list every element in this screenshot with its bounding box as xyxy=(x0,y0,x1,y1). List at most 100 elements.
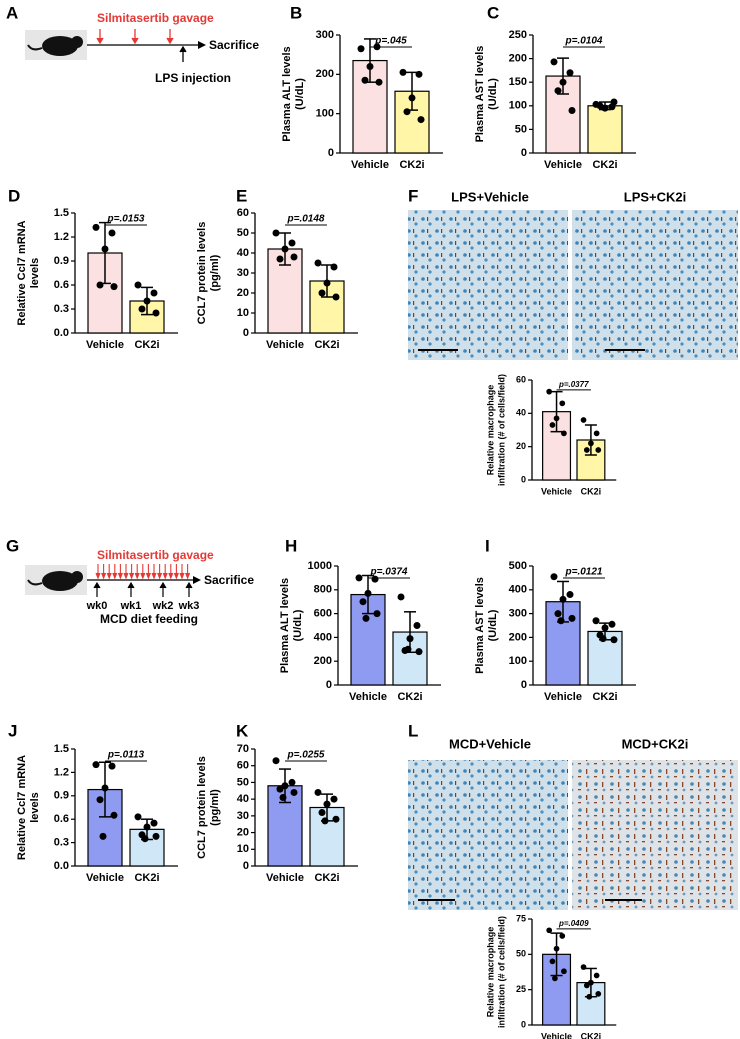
p-value: p=.0104 xyxy=(565,36,603,47)
y-tick-label: 500 xyxy=(509,560,527,572)
data-point xyxy=(608,620,616,628)
data-point xyxy=(566,69,574,77)
gavage-arrowhead xyxy=(162,572,168,580)
data-point xyxy=(276,785,284,793)
data-point xyxy=(610,636,618,644)
data-point xyxy=(281,245,289,253)
data-point xyxy=(332,815,340,823)
data-point xyxy=(288,778,296,786)
data-point xyxy=(141,835,149,843)
data-point xyxy=(593,430,600,437)
mouse-head xyxy=(71,571,83,583)
y-tick-label: 0 xyxy=(521,679,527,691)
data-point xyxy=(595,991,602,997)
y-tick-label: 30 xyxy=(237,267,249,279)
data-point xyxy=(580,417,587,423)
data-point xyxy=(357,45,365,53)
x-tick-label: Vehicle xyxy=(541,1031,572,1039)
y-tick-label: 0.6 xyxy=(54,279,69,291)
mouse-tail xyxy=(27,579,43,586)
gavage-arrowhead xyxy=(173,572,179,580)
y-tick-label: 100 xyxy=(316,108,334,120)
y-tick-label: 70 xyxy=(237,743,249,755)
x-tick-label: Vehicle xyxy=(351,159,389,171)
y-axis-label: Relative Ccl7 mRNA xyxy=(16,220,28,325)
y-axis-label: infiltration (# of cells/field) xyxy=(496,374,506,486)
x-tick-label: Vehicle xyxy=(86,872,124,884)
bar-chart: K CCL7 protein levels (pg/ml) 0 10 20 30 40 50 60… xyxy=(196,721,358,884)
y-axis-label: Relative macrophage xyxy=(485,927,495,1018)
y-tick-label: 1.5 xyxy=(54,743,69,755)
y-tick-label: 40 xyxy=(237,793,249,805)
diagram-a: A Silmitasertib gavage Sacrifice LPS inj… xyxy=(6,3,259,85)
y-tick-label: 0.9 xyxy=(54,790,69,802)
y-tick-label: 20 xyxy=(237,826,249,838)
data-point xyxy=(371,575,379,583)
data-point xyxy=(561,968,567,975)
y-tick-label: 200 xyxy=(509,631,527,643)
panel-letter: D xyxy=(8,186,20,205)
y-tick-label: 400 xyxy=(314,631,332,643)
data-point xyxy=(318,289,326,297)
y-axis-label: Plasma AST levels xyxy=(474,46,486,143)
y-axis-label: Relative Ccl7 mRNA xyxy=(16,755,28,860)
data-point xyxy=(314,259,322,267)
data-point xyxy=(150,289,158,297)
y-tick-label: 150 xyxy=(509,76,527,88)
y-tick-label: 0 xyxy=(326,679,332,691)
y-tick-label: 0 xyxy=(521,474,526,484)
y-tick-label: 40 xyxy=(237,247,249,259)
data-point xyxy=(152,309,160,317)
data-point xyxy=(550,58,558,66)
gavage-arrowhead xyxy=(129,572,135,580)
data-point xyxy=(330,795,338,803)
y-tick-label: 75 xyxy=(516,913,526,923)
x-tick-label: CK2i xyxy=(134,872,159,884)
panel-letter: B xyxy=(290,3,302,22)
p-value: p=.045 xyxy=(374,36,407,47)
data-point xyxy=(559,595,567,603)
data-point xyxy=(330,263,338,271)
diagram-g: G Silmitasertib gavage Sacrifice wk0 wk1… xyxy=(6,536,254,626)
data-point xyxy=(404,645,412,653)
image-label: LPS+Vehicle xyxy=(451,189,529,204)
y-axis-label: CCL7 protein levels xyxy=(196,222,208,325)
data-point xyxy=(362,614,370,622)
data-point xyxy=(290,788,298,796)
data-point xyxy=(323,279,331,287)
y-axis-label: Plasma ALT levels xyxy=(281,46,293,141)
data-point xyxy=(108,762,116,770)
bar xyxy=(576,981,606,1026)
panel-letter: J xyxy=(8,721,17,740)
data-point xyxy=(549,958,556,965)
data-point xyxy=(288,239,296,247)
y-axis-label: Relative macrophage xyxy=(485,385,495,476)
panel-letter: F xyxy=(408,186,418,205)
x-tick-label: Vehicle xyxy=(349,691,387,703)
gavage-label: Silmitasertib gavage xyxy=(97,548,214,562)
y-tick-label: 50 xyxy=(516,949,526,959)
data-point xyxy=(610,98,618,106)
y-axis-label: Plasma ALT levels xyxy=(279,578,291,673)
bar-chart: C Plasma AST levels (U/dL) 0 50 100 150 200 250 V… xyxy=(474,3,636,171)
y-tick-label: 400 xyxy=(509,584,527,596)
arrowhead xyxy=(198,41,206,49)
x-tick-label: Vehicle xyxy=(266,339,304,351)
y-tick-label: 40 xyxy=(516,408,526,418)
week-label: wk3 xyxy=(178,600,200,612)
gavage-arrowhead xyxy=(123,572,129,580)
data-point xyxy=(408,94,416,102)
data-point xyxy=(599,635,607,643)
micrograph xyxy=(572,760,738,910)
week-arrows xyxy=(93,581,193,597)
arrowhead xyxy=(193,576,201,584)
data-point xyxy=(281,782,289,790)
data-point xyxy=(596,102,604,110)
y-tick-label: 800 xyxy=(314,584,332,596)
y-axis-label: (U/dL) xyxy=(292,609,304,641)
mouse-head xyxy=(71,36,83,48)
data-point xyxy=(314,788,322,796)
p-value: p=.0377 xyxy=(558,380,589,389)
bar-chart: E CCL7 protein levels (pg/ml) 0 10 20 30 40 50 60… xyxy=(196,186,358,351)
y-tick-label: 0.3 xyxy=(54,303,69,315)
